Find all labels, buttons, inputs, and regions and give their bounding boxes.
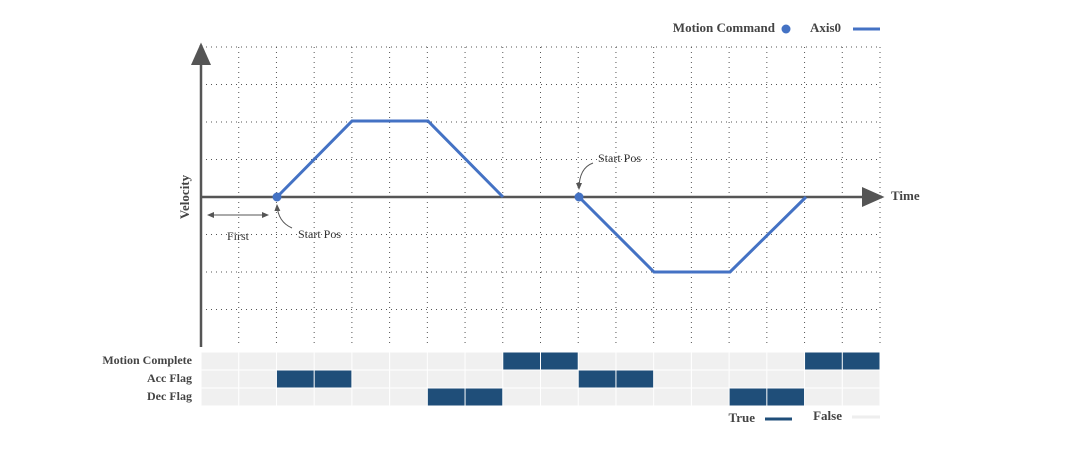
flag-cell <box>465 370 503 388</box>
flag-cell <box>578 388 616 406</box>
flag-cell <box>767 352 805 370</box>
flag-cell <box>314 388 352 406</box>
flag-cell <box>654 352 691 370</box>
flag-cell <box>541 370 578 388</box>
flag-cell <box>390 370 427 388</box>
flag-cell <box>691 370 729 388</box>
flag-cell <box>276 370 314 388</box>
flag-cell <box>314 370 352 388</box>
flag-cell <box>729 388 767 406</box>
flag-cell <box>541 352 578 370</box>
flag-cell <box>842 388 880 406</box>
flag-cell <box>616 352 654 370</box>
flag-cell <box>805 370 842 388</box>
flag-cell <box>427 388 465 406</box>
annotation-arrow <box>576 162 594 190</box>
flag-cell <box>767 370 805 388</box>
annotation: Start Pos <box>598 151 641 165</box>
legend-label: False <box>813 408 842 423</box>
flag-cell <box>842 352 880 370</box>
flag-cell <box>390 388 427 406</box>
command-dot <box>272 192 282 202</box>
flag-cell <box>805 388 842 406</box>
legend-label: Axis0 <box>810 20 841 35</box>
y-axis-label: Velocity <box>177 174 192 219</box>
flag-cell <box>541 388 578 406</box>
profile-line <box>275 119 505 199</box>
annotation: Start Pos <box>298 227 341 241</box>
flag-cell <box>465 352 503 370</box>
flag-cell <box>465 388 503 406</box>
profile-line <box>577 195 808 274</box>
annotation-arrow <box>274 204 293 229</box>
annotation: First <box>227 229 250 243</box>
flags: Motion Complete Acc Flag Dec Flag <box>102 352 880 406</box>
flag-cell <box>276 388 314 406</box>
flag-cell <box>276 352 314 370</box>
flag-cell <box>729 352 767 370</box>
flag-cell <box>239 370 276 388</box>
flag-cell <box>691 388 729 406</box>
flag-label: Acc Flag <box>147 371 192 385</box>
flag-cell <box>314 352 352 370</box>
flag-cell <box>691 352 729 370</box>
flag-cell <box>239 352 276 370</box>
flag-cell <box>503 370 540 388</box>
legend-label: Motion Command <box>673 20 776 35</box>
flag-cell <box>352 352 390 370</box>
flag-cell <box>616 388 654 406</box>
flag-cell <box>427 370 465 388</box>
flag-cell <box>201 388 239 406</box>
flag-cell <box>767 388 805 406</box>
flag-cell <box>805 352 842 370</box>
flag-cell <box>352 370 390 388</box>
flag-cell <box>616 370 654 388</box>
flag-cell <box>390 352 427 370</box>
flag-cell <box>503 352 540 370</box>
command-dot <box>574 192 584 202</box>
flag-cell <box>842 370 880 388</box>
flag-cell <box>654 370 691 388</box>
flag-cell <box>578 370 616 388</box>
flag-cell <box>729 370 767 388</box>
flag-cell <box>578 352 616 370</box>
legend-label: True <box>729 410 756 425</box>
flag-label: Dec Flag <box>147 389 192 403</box>
flag-cell <box>427 352 465 370</box>
legend-dot <box>781 24 791 34</box>
flag-cell <box>352 388 390 406</box>
flag-cell <box>239 388 276 406</box>
x-axis-label: Time <box>891 188 920 203</box>
flag-cell <box>201 370 239 388</box>
flag-cell <box>503 388 540 406</box>
flag-cell <box>654 388 691 406</box>
flag-cell <box>201 352 239 370</box>
flag-label: Motion Complete <box>102 353 192 367</box>
